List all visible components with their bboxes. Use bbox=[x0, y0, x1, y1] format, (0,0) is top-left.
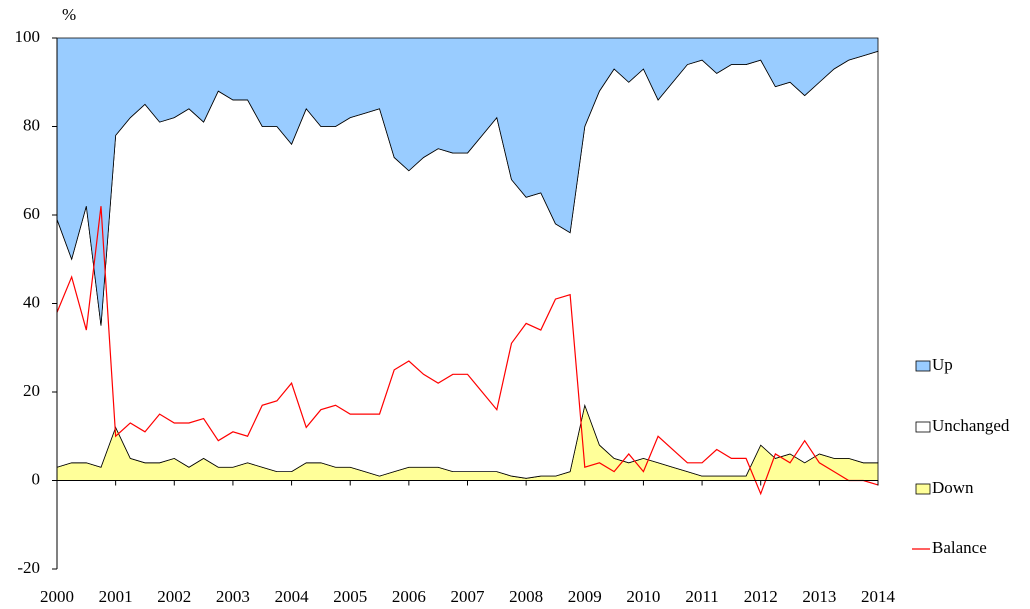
legend-label: Down bbox=[932, 478, 974, 497]
y-tick-label: 100 bbox=[15, 27, 41, 46]
x-tick-label: 2004 bbox=[275, 587, 310, 606]
x-tick-label: 2006 bbox=[392, 587, 426, 606]
x-tick-label: 2005 bbox=[333, 587, 367, 606]
legend-label: Unchanged bbox=[932, 416, 1010, 435]
y-tick-label: 0 bbox=[32, 469, 41, 488]
x-tick-label: 2014 bbox=[861, 587, 896, 606]
line bbox=[56, 206, 879, 496]
legend-label: Balance bbox=[932, 538, 987, 557]
x-tick-label: 2009 bbox=[568, 587, 602, 606]
x-tick-label: 2013 bbox=[802, 587, 836, 606]
x-tick-label: 2001 bbox=[99, 587, 133, 606]
legend-swatch bbox=[915, 360, 931, 372]
y-tick-label: 20 bbox=[23, 381, 40, 400]
x-tick-label: 2012 bbox=[744, 587, 778, 606]
y-axis-label: % bbox=[62, 5, 76, 24]
x-tick-label: 2000 bbox=[40, 587, 74, 606]
x-tick-label: 2008 bbox=[509, 587, 543, 606]
x-tick-label: 2010 bbox=[626, 587, 660, 606]
y-tick-label: 40 bbox=[23, 292, 40, 311]
y-tick-label: 80 bbox=[23, 115, 40, 134]
x-tick-label: 2011 bbox=[685, 587, 718, 606]
legend-label: Up bbox=[932, 355, 953, 374]
legend-swatch bbox=[915, 421, 931, 433]
area bbox=[56, 37, 879, 326]
y-tick-label: -20 bbox=[17, 558, 40, 577]
x-tick-label: 2002 bbox=[157, 587, 191, 606]
y-tick-label: 60 bbox=[23, 204, 40, 223]
x-tick-label: 2007 bbox=[451, 587, 486, 606]
x-tick-label: 2003 bbox=[216, 587, 250, 606]
legend-swatch bbox=[915, 483, 931, 495]
